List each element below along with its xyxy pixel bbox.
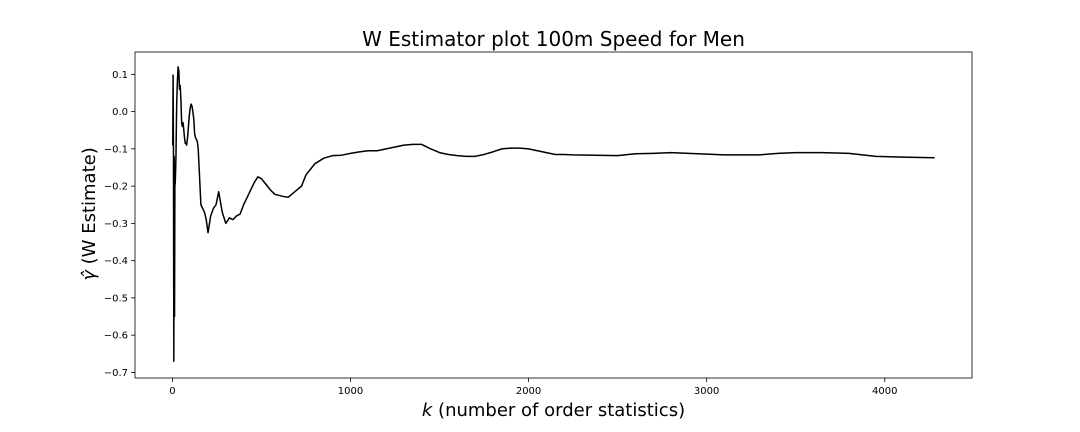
y-tick-label: 0.1	[112, 70, 128, 81]
y-tick-label: −0.7	[104, 368, 128, 379]
chart-title: W Estimator plot 100m Speed for Men	[362, 27, 745, 51]
y-tick-label: 0.0	[112, 107, 128, 118]
plot-frame	[134, 51, 973, 379]
x-tick-label: 4000	[872, 386, 897, 397]
x-tick-label: 3000	[694, 386, 719, 397]
x-tick-label: 1000	[338, 386, 363, 397]
y-tick-label: −0.4	[104, 256, 128, 267]
y-axis-title-variable: γ̂	[79, 269, 100, 281]
y-tick-label: −0.6	[104, 331, 128, 342]
x-tick-label: 2000	[516, 386, 541, 397]
y-tick-label: −0.2	[104, 182, 128, 193]
x-tick-label: 0	[169, 386, 175, 397]
y-tick-label: −0.3	[104, 219, 128, 230]
x-axis-title-variable: k	[422, 400, 434, 421]
y-axis-title-text: (W Estimate)	[79, 147, 100, 270]
plot-area: 0 1000 2000 3000 4000 0.1 0.0 −0.1 −0.2 −0.3 −0.4 −…	[104, 51, 973, 397]
x-axis-title: k (number of order statistics)	[422, 400, 685, 421]
x-axis-title-text: (number of order statistics)	[432, 400, 685, 421]
y-tick-label: −0.1	[104, 144, 128, 155]
y-axis-title: γ̂ (W Estimate)	[79, 147, 100, 280]
y-tick-label: −0.5	[104, 293, 128, 304]
series-line	[172, 66, 935, 362]
